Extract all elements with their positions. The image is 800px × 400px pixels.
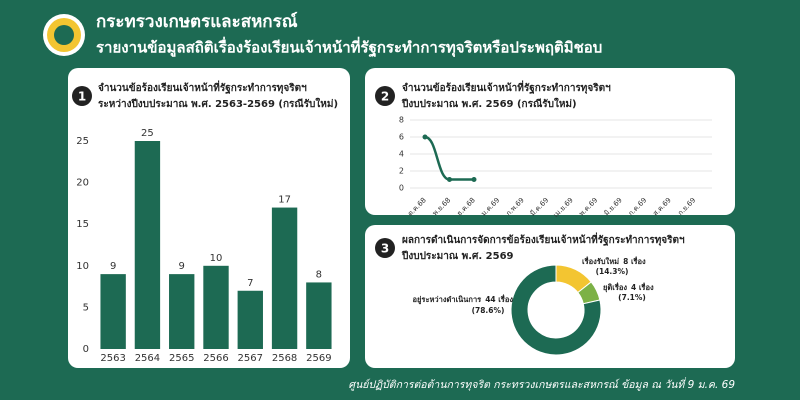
slice-percent: (78.6%) <box>472 306 505 315</box>
point <box>471 177 477 182</box>
slice-percent: (14.3%) <box>596 267 629 276</box>
bar-label: 25 <box>141 128 154 139</box>
chart-title: จำนวนข้อร้องเรียนเจ้าหน้าที่รัฐกระทำการท… <box>98 80 307 94</box>
slice-label: อยู่ระหว่างดำเนินการ 44 เรื่อง <box>413 293 514 305</box>
bar <box>134 141 161 349</box>
bar-label: 17 <box>278 195 291 206</box>
x-tick-label: 2565 <box>169 353 194 364</box>
y-tick-label: 4 <box>399 150 404 159</box>
y-tick-label: 0 <box>399 184 404 193</box>
bar-label: 7 <box>247 278 253 289</box>
point <box>422 134 428 140</box>
badge-number: 3 <box>381 242 389 256</box>
y-tick-label: 6 <box>399 133 404 142</box>
bar <box>237 290 263 349</box>
slice-label: ยุติเรื่อง 4 เรื่อง <box>603 281 654 292</box>
chart-title: ผลการดำเนินการจัดการข้อร้องเรียนเจ้าหน้า… <box>402 232 685 246</box>
badge-number: 2 <box>381 90 389 104</box>
badge <box>72 86 92 106</box>
slice-value: 8 เรื่อง <box>623 255 646 266</box>
bar <box>306 282 332 349</box>
x-tick-label: 2569 <box>306 353 331 364</box>
subtitle: รายงานข้อมูลสถิติเรื่องร้องเรียนเจ้าหน้า… <box>96 37 602 58</box>
bar <box>203 265 229 349</box>
y-tick-label: 8 <box>399 116 404 125</box>
slice-category: อยู่ระหว่างดำเนินการ <box>413 295 483 305</box>
badge <box>375 86 395 106</box>
slice-label: เรื่องรับใหม่ 8 เรื่อง <box>582 255 646 266</box>
bar <box>100 274 126 349</box>
y-tick-label: 25 <box>76 136 89 147</box>
bar-label: 10 <box>210 253 223 264</box>
y-tick-label: 2 <box>399 167 404 176</box>
y-tick-label: 15 <box>76 219 89 230</box>
chart-subtitle: ระหว่างปีงบประมาณ พ.ศ. 2563-2569 (กรณีรั… <box>98 97 338 110</box>
bar <box>271 207 298 349</box>
y-tick-label: 20 <box>76 178 89 189</box>
slice-category: เรื่องรับใหม่ <box>582 255 619 266</box>
wedge <box>510 264 602 356</box>
x-tick-label: 2567 <box>238 353 263 364</box>
badge-number: 1 <box>78 90 86 104</box>
slice-category: ยุติเรื่อง <box>603 281 627 292</box>
chart-title: จำนวนข้อร้องเรียนเจ้าหน้าที่รัฐกระทำการท… <box>402 80 611 94</box>
bar-label: 9 <box>179 261 185 272</box>
slice-value: 44 เรื่อง <box>485 293 513 304</box>
point <box>447 177 452 182</box>
logo-core <box>54 25 74 45</box>
slice-percent: (7.1%) <box>618 293 646 302</box>
y-tick-label: 10 <box>76 261 89 272</box>
y-tick-label: 0 <box>83 344 89 355</box>
bar <box>169 274 195 349</box>
card <box>365 225 735 368</box>
title: กระทรวงเกษตรและสหกรณ์ <box>96 11 298 32</box>
y-tick-label: 5 <box>83 302 89 313</box>
badge <box>375 238 395 258</box>
slice-value: 4 เรื่อง <box>631 281 654 292</box>
x-tick-label: 2566 <box>203 353 228 364</box>
chart-subtitle: ปีงบประมาณ พ.ศ. 2569 (กรณีรับใหม่) <box>401 97 576 110</box>
x-tick-label: 2568 <box>272 353 297 364</box>
chart-subtitle: ปีงบประมาณ พ.ศ. 2569 <box>401 250 513 262</box>
bar-label: 9 <box>110 261 116 272</box>
x-tick-label: 2564 <box>135 353 160 364</box>
x-tick-label: 2563 <box>100 353 125 364</box>
footer: ศูนย์ปฏิบัติการต่อต้านการทุจริต กระทรวงเ… <box>348 377 735 391</box>
bar-label: 8 <box>316 269 322 280</box>
